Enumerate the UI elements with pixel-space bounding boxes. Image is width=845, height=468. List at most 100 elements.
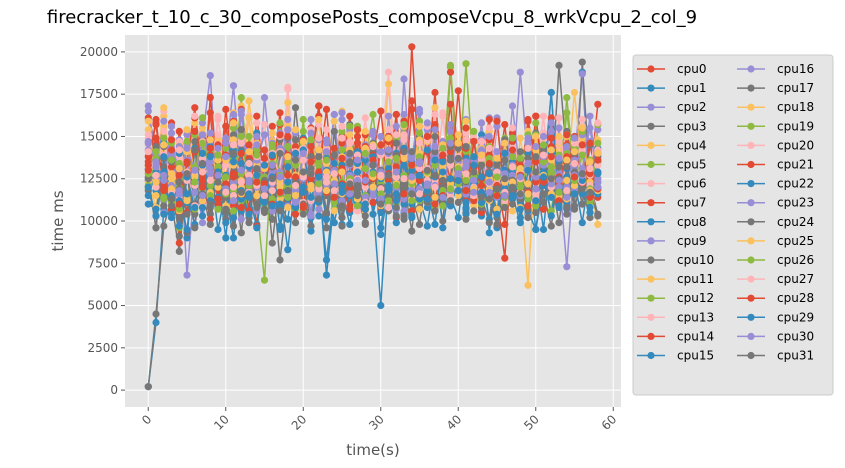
data-point-cpu29 <box>555 202 563 210</box>
data-point-cpu25 <box>493 205 501 213</box>
data-point-cpu20 <box>532 190 540 198</box>
data-point-cpu31 <box>237 188 245 196</box>
data-point-cpu2 <box>229 82 238 90</box>
data-point-cpu28 <box>578 141 586 149</box>
data-point-cpu10 <box>563 210 571 218</box>
data-point-cpu26 <box>229 207 238 215</box>
data-point-cpu24 <box>175 178 183 186</box>
data-point-cpu18 <box>315 146 323 154</box>
data-point-cpu1 <box>400 200 408 208</box>
data-point-cpu7 <box>547 114 555 122</box>
data-point-cpu28 <box>454 87 462 95</box>
data-point-cpu24 <box>501 175 509 183</box>
data-point-cpu12 <box>245 132 253 141</box>
data-point-cpu30 <box>516 173 524 181</box>
data-point-cpu22 <box>454 176 462 184</box>
data-point-cpu16 <box>431 143 439 151</box>
data-point-cpu29 <box>175 222 183 230</box>
data-point-cpu29 <box>268 151 276 159</box>
data-point-cpu20 <box>175 137 183 146</box>
data-point-cpu25 <box>268 129 276 137</box>
data-point-cpu17 <box>160 202 168 210</box>
data-point-cpu4 <box>431 104 439 112</box>
data-point-cpu28 <box>423 132 431 141</box>
data-point-cpu31 <box>268 175 276 183</box>
legend-label-cpu12: cpu12 <box>677 291 714 305</box>
data-point-cpu26 <box>222 173 230 181</box>
data-point-cpu1 <box>485 229 493 237</box>
data-point-cpu19 <box>462 60 470 68</box>
data-point-cpu22 <box>392 197 400 205</box>
y-axis-label: time ms <box>49 190 67 251</box>
data-point-cpu15 <box>284 163 292 171</box>
data-point-cpu17 <box>191 137 199 146</box>
data-point-cpu5 <box>222 144 230 152</box>
data-point-cpu22 <box>547 193 555 201</box>
data-point-cpu2 <box>377 132 385 141</box>
data-point-cpu28 <box>570 173 579 181</box>
data-point-cpu5 <box>214 205 222 213</box>
data-point-cpu30 <box>198 192 207 200</box>
data-point-cpu21 <box>446 148 455 156</box>
data-point-cpu28 <box>253 112 261 120</box>
y-tick-label: 17500 <box>80 87 118 101</box>
legend-marker-cpu10 <box>647 256 655 264</box>
data-point-cpu2 <box>578 70 586 78</box>
data-point-cpu10 <box>307 165 315 173</box>
data-point-cpu31 <box>284 187 292 195</box>
data-point-cpu3 <box>454 144 462 152</box>
data-point-cpu13 <box>555 137 563 146</box>
data-point-cpu0 <box>338 139 346 147</box>
data-point-cpu16 <box>555 176 563 184</box>
data-point-cpu30 <box>361 176 369 184</box>
data-point-cpu18 <box>229 136 238 144</box>
data-point-cpu25 <box>229 119 238 127</box>
data-point-cpu7 <box>493 192 501 200</box>
data-point-cpu25 <box>547 146 555 154</box>
legend-label-cpu30: cpu30 <box>777 329 814 343</box>
data-point-cpu5 <box>299 127 307 135</box>
data-point-cpu24 <box>338 222 346 230</box>
data-point-cpu27 <box>315 134 323 142</box>
data-point-cpu30 <box>346 190 354 198</box>
data-point-cpu29 <box>578 176 586 184</box>
legend-label-cpu13: cpu13 <box>677 310 714 324</box>
data-point-cpu13 <box>578 115 586 124</box>
data-point-cpu29 <box>439 224 447 232</box>
data-point-cpu15 <box>439 168 447 176</box>
data-point-cpu23 <box>361 193 369 201</box>
data-point-cpu25 <box>152 178 160 186</box>
data-point-cpu6 <box>245 171 253 179</box>
data-point-cpu24 <box>167 202 176 210</box>
data-point-cpu24 <box>315 153 323 161</box>
data-point-cpu9 <box>555 124 563 132</box>
data-point-cpu28 <box>291 173 300 181</box>
data-point-cpu23 <box>485 188 493 196</box>
data-point-cpu17 <box>400 212 408 220</box>
data-point-cpu16 <box>144 107 152 115</box>
data-point-cpu24 <box>144 175 152 183</box>
legend: cpu0 cpu1 cpu2 cpu3 cpu4 cpu5 cpu6 cpu7 cpu8 cpu9… <box>632 54 834 396</box>
data-point-cpu26 <box>555 188 563 196</box>
data-point-cpu19 <box>160 134 168 142</box>
data-point-cpu30 <box>446 139 455 147</box>
data-point-cpu29 <box>222 219 230 227</box>
data-point-cpu15 <box>454 214 462 222</box>
data-point-cpu26 <box>408 197 416 205</box>
data-point-cpu21 <box>346 205 354 213</box>
data-point-cpu27 <box>338 122 346 130</box>
data-point-cpu30 <box>563 193 571 201</box>
data-point-cpu20 <box>493 168 501 176</box>
data-point-cpu25 <box>322 187 331 195</box>
data-point-cpu14 <box>206 215 214 223</box>
data-point-cpu21 <box>307 158 315 166</box>
legend-marker-cpu21 <box>747 160 755 169</box>
data-point-cpu21 <box>237 203 245 212</box>
data-point-cpu18 <box>152 192 160 200</box>
data-point-cpu31 <box>160 222 168 230</box>
data-point-cpu1 <box>198 212 207 220</box>
data-point-cpu26 <box>353 202 362 210</box>
data-point-cpu17 <box>152 143 160 151</box>
legend-marker-cpu26 <box>747 256 755 264</box>
data-point-cpu1 <box>237 159 245 168</box>
